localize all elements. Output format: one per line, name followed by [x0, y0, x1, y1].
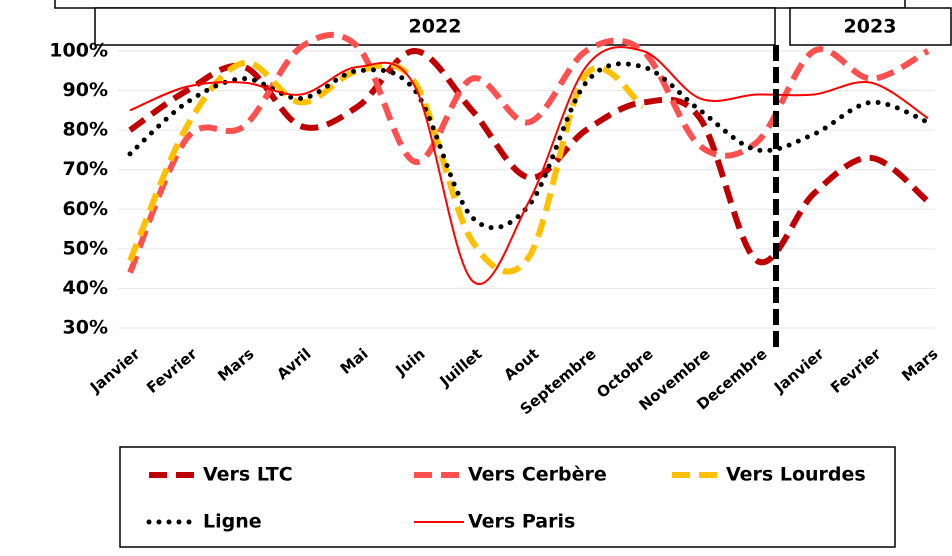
- period-box: [94, 7, 776, 46]
- x-tick-label: Juin: [392, 345, 429, 380]
- x-tick-label: Mai: [337, 345, 372, 378]
- series-line: [127, 61, 931, 231]
- legend-entries: Vers LTC Vers Cerbère Vers Lourdes Ligne Ver…: [146, 464, 866, 533]
- x-tick-label: Janvier: [770, 344, 828, 397]
- x-tick-label: Juillet: [436, 345, 486, 391]
- x-tick-label: Aout: [500, 345, 542, 384]
- y-tick-label: 90%: [63, 79, 108, 101]
- x-tick-label: Avril: [273, 345, 314, 384]
- x-tick-label: Mars: [214, 345, 257, 385]
- y-tick-label: 50%: [63, 237, 108, 259]
- x-tick-label: Janvier: [86, 344, 144, 397]
- y-tick-label: 60%: [63, 198, 108, 220]
- plot: [127, 31, 931, 285]
- legend-label: Vers LTC: [203, 464, 293, 486]
- period-label: 2022: [409, 16, 462, 38]
- series-line: [127, 31, 930, 274]
- x-tick-label: Mars: [898, 345, 941, 385]
- period-label: 2023: [844, 16, 897, 38]
- y-tick-label: 40%: [63, 277, 108, 299]
- series-line: [127, 59, 645, 275]
- y-tick-label: 30%: [63, 317, 108, 339]
- y-tick-label: 80%: [63, 119, 108, 141]
- y-tick-label: 100%: [49, 40, 108, 62]
- top-strip: [54, 0, 906, 9]
- x-tick-label: Fevrier: [143, 344, 201, 397]
- legend-label: Vers Cerbère: [468, 464, 607, 486]
- legend-label: Vers Paris: [468, 511, 575, 533]
- legend-label: Ligne: [203, 511, 262, 533]
- period-box: [789, 7, 952, 46]
- legend-label: Vers Lourdes: [726, 464, 866, 486]
- x-tick-label: Fevrier: [827, 344, 885, 397]
- legend: [119, 446, 896, 548]
- y-tick-label: 70%: [63, 158, 108, 180]
